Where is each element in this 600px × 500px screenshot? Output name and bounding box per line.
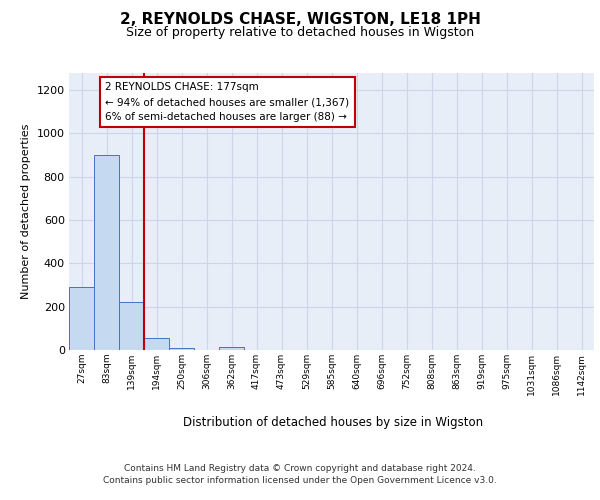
Text: 2, REYNOLDS CHASE, WIGSTON, LE18 1PH: 2, REYNOLDS CHASE, WIGSTON, LE18 1PH [119, 12, 481, 28]
Bar [169, 348, 194, 350]
Bar [119, 302, 144, 350]
Y-axis label: Number of detached properties: Number of detached properties [21, 124, 31, 299]
Text: Size of property relative to detached houses in Wigston: Size of property relative to detached ho… [126, 26, 474, 39]
Bar [219, 346, 244, 350]
Text: Distribution of detached houses by size in Wigston: Distribution of detached houses by size … [183, 416, 483, 429]
Bar [69, 287, 94, 350]
Bar [144, 338, 169, 350]
Text: 2 REYNOLDS CHASE: 177sqm
← 94% of detached houses are smaller (1,367)
6% of semi: 2 REYNOLDS CHASE: 177sqm ← 94% of detach… [105, 82, 349, 122]
Text: Contains HM Land Registry data © Crown copyright and database right 2024.: Contains HM Land Registry data © Crown c… [124, 464, 476, 473]
Text: Contains public sector information licensed under the Open Government Licence v3: Contains public sector information licen… [103, 476, 497, 485]
Bar [94, 155, 119, 350]
